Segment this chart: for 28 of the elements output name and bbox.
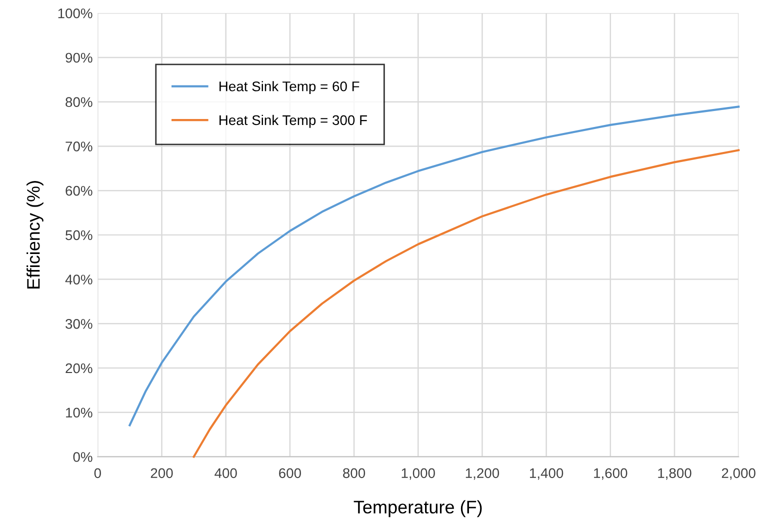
y-tick-label: 60% bbox=[66, 186, 92, 196]
x-tick-label: 800 bbox=[343, 468, 366, 478]
y-tick-label: 20% bbox=[66, 363, 92, 374]
legend-label: Heat Sink Temp = 300 F bbox=[220, 114, 367, 128]
x-tick-label: 1,000 bbox=[402, 468, 435, 480]
x-tick-label: 600 bbox=[279, 468, 301, 478]
x-tick-label: 0 bbox=[94, 468, 101, 478]
x-tick-label: 1,200 bbox=[466, 468, 500, 480]
x-tick-label: 400 bbox=[214, 468, 237, 478]
x-tick-label: 1,600 bbox=[594, 468, 628, 480]
y-tick-label: 40% bbox=[65, 274, 92, 284]
y-tick-label: 100% bbox=[58, 8, 92, 18]
y-axis-title: Efficiency (%) bbox=[26, 181, 44, 288]
x-tick-label: 2,000 bbox=[722, 468, 756, 480]
line-series bbox=[192, 149, 740, 458]
y-tick-label: 70% bbox=[66, 142, 92, 152]
x-tick-label: 1,400 bbox=[530, 468, 564, 480]
y-tick-label: 10% bbox=[66, 408, 92, 418]
y-tick-label: 0% bbox=[73, 452, 92, 462]
line-series bbox=[128, 106, 740, 426]
y-tick-label: 30% bbox=[66, 318, 92, 329]
y-tick-label: 90% bbox=[66, 52, 92, 63]
legend-label: Heat Sink Temp = 60 F bbox=[220, 81, 360, 94]
x-axis-title: Temperature (F) bbox=[354, 500, 482, 518]
y-tick-label: 80% bbox=[66, 97, 92, 108]
x-tick-label: 200 bbox=[150, 468, 173, 478]
y-tick-label: 50% bbox=[66, 230, 92, 240]
x-tick-label: 1,800 bbox=[658, 468, 692, 480]
